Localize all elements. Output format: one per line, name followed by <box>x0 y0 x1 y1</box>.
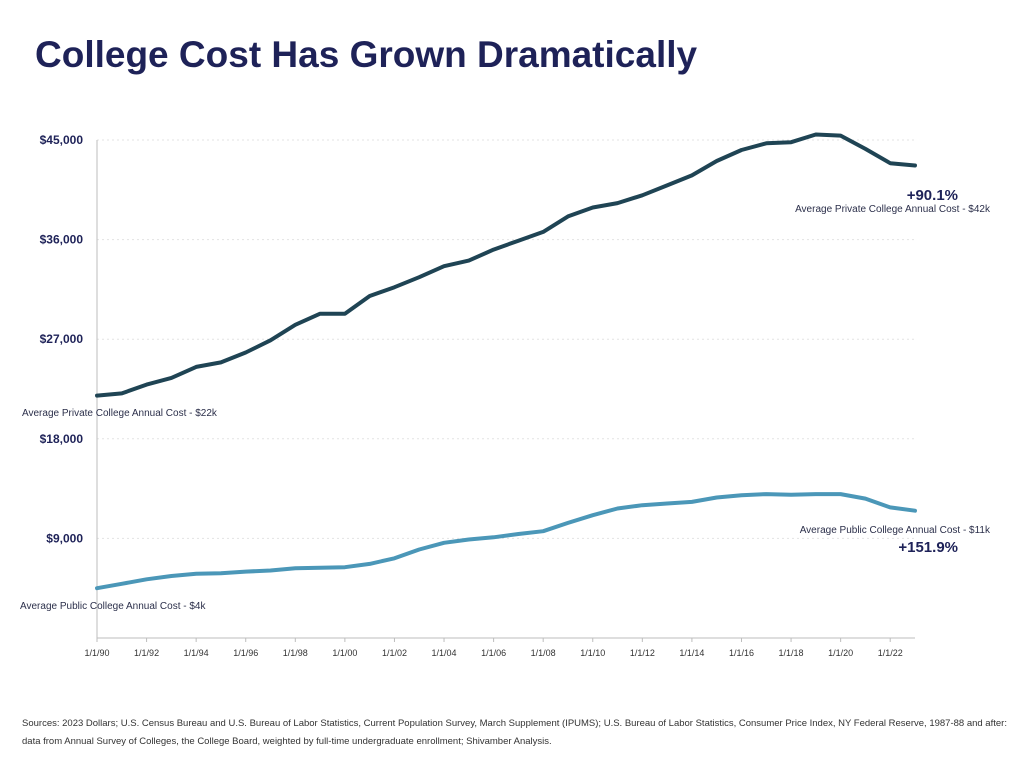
sources-footnote: Sources: 2023 Dollars; U.S. Census Burea… <box>22 718 1007 747</box>
gridlines <box>97 139 915 539</box>
x-tick-label: 1/1/18 <box>779 648 804 658</box>
y-tick-label: $27,000 <box>40 332 84 346</box>
x-tick-label: 1/1/04 <box>432 648 457 658</box>
x-tick-label: 1/1/96 <box>233 648 258 658</box>
x-tick-label: 1/1/20 <box>828 648 853 658</box>
x-tick-label: 1/1/98 <box>283 648 308 658</box>
private-change-label: +90.1% <box>907 187 958 204</box>
page-title: College Cost Has Grown Dramatically <box>35 34 698 75</box>
y-axis-ticks: $9,000 $18,000 $27,000 $36,000 $45,000 <box>40 133 84 545</box>
private-cost-line <box>95 132 917 398</box>
y-tick-label: $9,000 <box>46 531 83 545</box>
x-tick-label: 1/1/12 <box>630 648 655 658</box>
public-start-label: Average Public College Annual Cost - $4k <box>20 601 206 612</box>
x-tick-label: 1/1/16 <box>729 648 754 658</box>
x-tick-label: 1/1/10 <box>580 648 605 658</box>
y-tick-label: $18,000 <box>40 432 84 446</box>
x-tick-label: 1/1/02 <box>382 648 407 658</box>
private-start-label: Average Private College Annual Cost - $2… <box>22 408 218 419</box>
x-tick-label: 1/1/90 <box>84 648 109 658</box>
y-tick-label: $36,000 <box>40 233 84 247</box>
x-axis-ticks: 1/1/90 1/1/92 1/1/94 1/1/96 1/1/98 1/1/00 1/1/… <box>84 638 903 658</box>
x-tick-label: 1/1/92 <box>134 648 159 658</box>
x-tick-label: 1/1/14 <box>679 648 704 658</box>
public-end-label: Average Public College Annual Cost - $11… <box>800 525 991 536</box>
x-tick-label: 1/1/00 <box>332 648 357 658</box>
x-tick-label: 1/1/08 <box>531 648 556 658</box>
public-change-label: +151.9% <box>898 539 958 556</box>
x-tick-label: 1/1/22 <box>878 648 903 658</box>
y-tick-label: $45,000 <box>40 133 84 147</box>
series-lines <box>95 132 917 591</box>
private-end-label: Average Private College Annual Cost - $4… <box>795 204 991 215</box>
public-cost-line <box>95 492 917 591</box>
x-tick-label: 1/1/06 <box>481 648 506 658</box>
x-tick-label: 1/1/94 <box>184 648 209 658</box>
